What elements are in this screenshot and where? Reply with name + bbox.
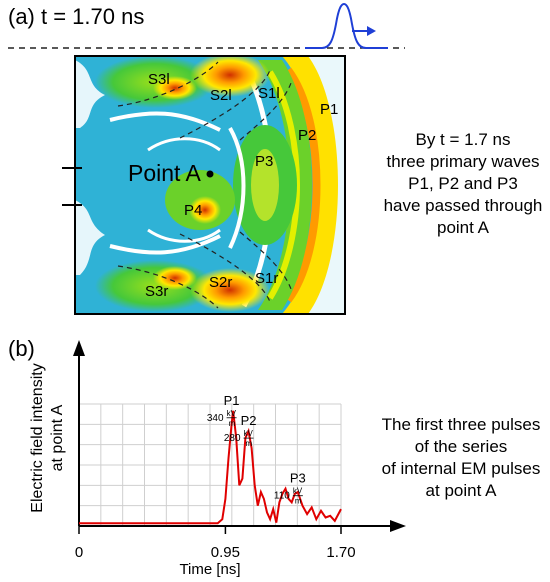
peak-unit-top: kV bbox=[293, 487, 303, 496]
region-label-s3r: S3r bbox=[145, 283, 168, 300]
panel-a-note-line: P1, P2 and P3 bbox=[408, 174, 518, 193]
region-label-s2r: S2r bbox=[209, 274, 232, 291]
peak-name: P2 bbox=[241, 413, 257, 428]
panel-b-note-line: at point A bbox=[425, 481, 497, 500]
point-a-marker bbox=[206, 170, 214, 178]
panel-a-note: By t = 1.7 ns three primary waves P1, P2… bbox=[378, 129, 548, 239]
peak-name: P3 bbox=[290, 471, 306, 486]
incident-pulse bbox=[305, 2, 388, 49]
x-tick-label: 0.95 bbox=[211, 544, 240, 561]
y-axis-arrow bbox=[73, 340, 85, 356]
peak-unit-bottom: m bbox=[246, 439, 253, 448]
x-tick-label: 1.70 bbox=[326, 544, 355, 561]
panel-a-figure: S3l S2l S1l P1 P2 P3 P4 S3r S2r S1r Poin… bbox=[8, 2, 405, 315]
region-label-p4: P4 bbox=[184, 202, 202, 219]
region-label-s3l: S3l bbox=[148, 71, 170, 88]
panel-a-note-line: three primary waves bbox=[386, 152, 540, 171]
region-label-p3: P3 bbox=[255, 153, 273, 170]
x-tick-label: 0 bbox=[75, 544, 83, 561]
peak-unit-bottom: m bbox=[295, 497, 302, 506]
panel-a-note-line: have passed through bbox=[383, 196, 543, 215]
peak-unit-top: kV bbox=[244, 429, 254, 438]
peak-unit-top: kV bbox=[227, 409, 237, 418]
panel-a-note-line: By t = 1.7 ns bbox=[415, 130, 511, 149]
x-axis-label: Time [ns] bbox=[179, 561, 240, 578]
peak-unit-bottom: m bbox=[229, 419, 236, 428]
panel-a-note-line: point A bbox=[437, 218, 489, 237]
x-ticks: 0 0.95 1.70 bbox=[75, 526, 356, 561]
y-axis-label-line1: Electric field intensity bbox=[29, 363, 46, 512]
field-map bbox=[75, 56, 345, 314]
point-a-label: Point A bbox=[128, 160, 202, 186]
series-line bbox=[79, 410, 342, 525]
peak-value: 110 bbox=[274, 491, 290, 502]
chart-grid bbox=[79, 403, 342, 526]
panel-b-note: The first three pulses of the series of … bbox=[372, 414, 550, 502]
panel-a-label: (a) t = 1.70 ns bbox=[8, 4, 145, 29]
region-label-p1: P1 bbox=[320, 101, 338, 118]
propagation-arrow-head bbox=[367, 26, 376, 36]
panel-b-note-line: The first three pulses bbox=[381, 415, 541, 434]
region-label-s1r: S1r bbox=[255, 270, 278, 287]
region-label-s2l: S2l bbox=[210, 87, 232, 104]
x-axis-arrow bbox=[390, 520, 406, 532]
y-axis-label-line2: at point A bbox=[49, 404, 66, 471]
region-label-p2: P2 bbox=[298, 127, 316, 144]
peak-name: P1 bbox=[224, 393, 240, 408]
region-label-s1l: S1l bbox=[258, 85, 280, 102]
panel-b-label: (b) bbox=[8, 336, 35, 361]
peak-value: 280 bbox=[224, 433, 241, 444]
panel-b-note-line: of internal EM pulses bbox=[381, 459, 541, 478]
peak-value: 340 bbox=[207, 413, 224, 424]
panel-b-note-line: of the series bbox=[414, 437, 508, 456]
field-map-frame bbox=[74, 55, 346, 315]
